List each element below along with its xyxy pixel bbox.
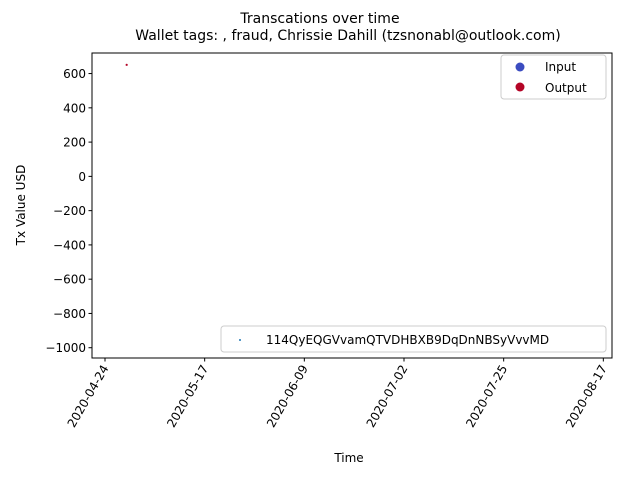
legend-input-marker	[515, 62, 525, 72]
x-tick-label: 2020-04-24	[65, 363, 112, 430]
y-axis-label: Tx Value USD	[14, 165, 28, 247]
legend-type: Input Output	[500, 54, 607, 100]
y-tick-label: −800	[53, 307, 86, 321]
x-tick-label: 2020-05-17	[164, 363, 211, 430]
legend-type-box	[500, 54, 607, 100]
legend-input-label: Input	[545, 60, 576, 74]
y-tick-label: −1000	[45, 341, 86, 355]
y-tick-label: 200	[63, 136, 86, 150]
y-tick-label: 0	[78, 170, 86, 184]
legend-output-marker	[515, 82, 525, 92]
data-point-output	[125, 63, 128, 66]
x-tick-label: 2020-07-25	[463, 363, 510, 430]
x-axis: 2020-04-24 2020-05-17 2020-06-09 2020-07-02…	[65, 358, 610, 430]
y-tick-label: −200	[53, 204, 86, 218]
x-tick-label: 2020-07-02	[364, 363, 411, 430]
plot-area-frame	[91, 52, 613, 359]
legend-address-marker	[239, 339, 241, 341]
x-axis-label: Time	[333, 451, 363, 465]
y-tick-label: −600	[53, 273, 86, 287]
legend-output-label: Output	[545, 81, 587, 95]
y-tick-label: 600	[63, 67, 86, 81]
x-tick-label: 2020-06-09	[264, 363, 311, 430]
y-axis: 600 400 200 0 −200 −400 −600 −800 −1000	[45, 67, 92, 355]
x-tick-label: 2020-08-17	[563, 363, 610, 430]
legend-address: 114QyEQGVvamQTVDHBXB9DqDnNBSyVvvMD	[220, 325, 607, 353]
legend-address-label: 114QyEQGVvamQTVDHBXB9DqDnNBSyVvvMD	[266, 333, 549, 347]
chart-title: Wallet tags: , fraud, Chrissie Dahill (t…	[135, 28, 560, 44]
y-tick-label: 400	[63, 101, 86, 115]
chart-suptitle: Transcations over time	[239, 11, 399, 27]
data-points	[125, 63, 128, 66]
legend-address-box	[220, 325, 607, 353]
y-tick-label: −400	[53, 238, 86, 252]
